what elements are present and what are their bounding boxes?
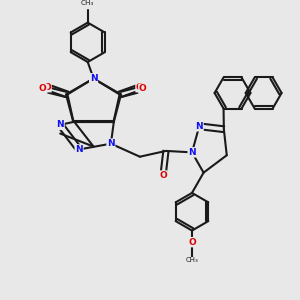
Text: O: O [39,84,47,93]
Text: N: N [90,74,97,83]
Text: N: N [90,74,97,83]
Text: O: O [43,83,51,92]
Text: O: O [188,238,196,247]
Text: N: N [195,122,203,131]
Text: N: N [107,139,115,148]
Text: CH₃: CH₃ [186,257,198,263]
Text: CH₃: CH₃ [81,0,94,6]
Text: O: O [159,171,167,180]
Text: O: O [136,83,144,92]
Text: N: N [56,120,64,129]
Text: O: O [139,84,147,93]
Text: N: N [75,145,83,154]
Text: N: N [188,148,196,157]
